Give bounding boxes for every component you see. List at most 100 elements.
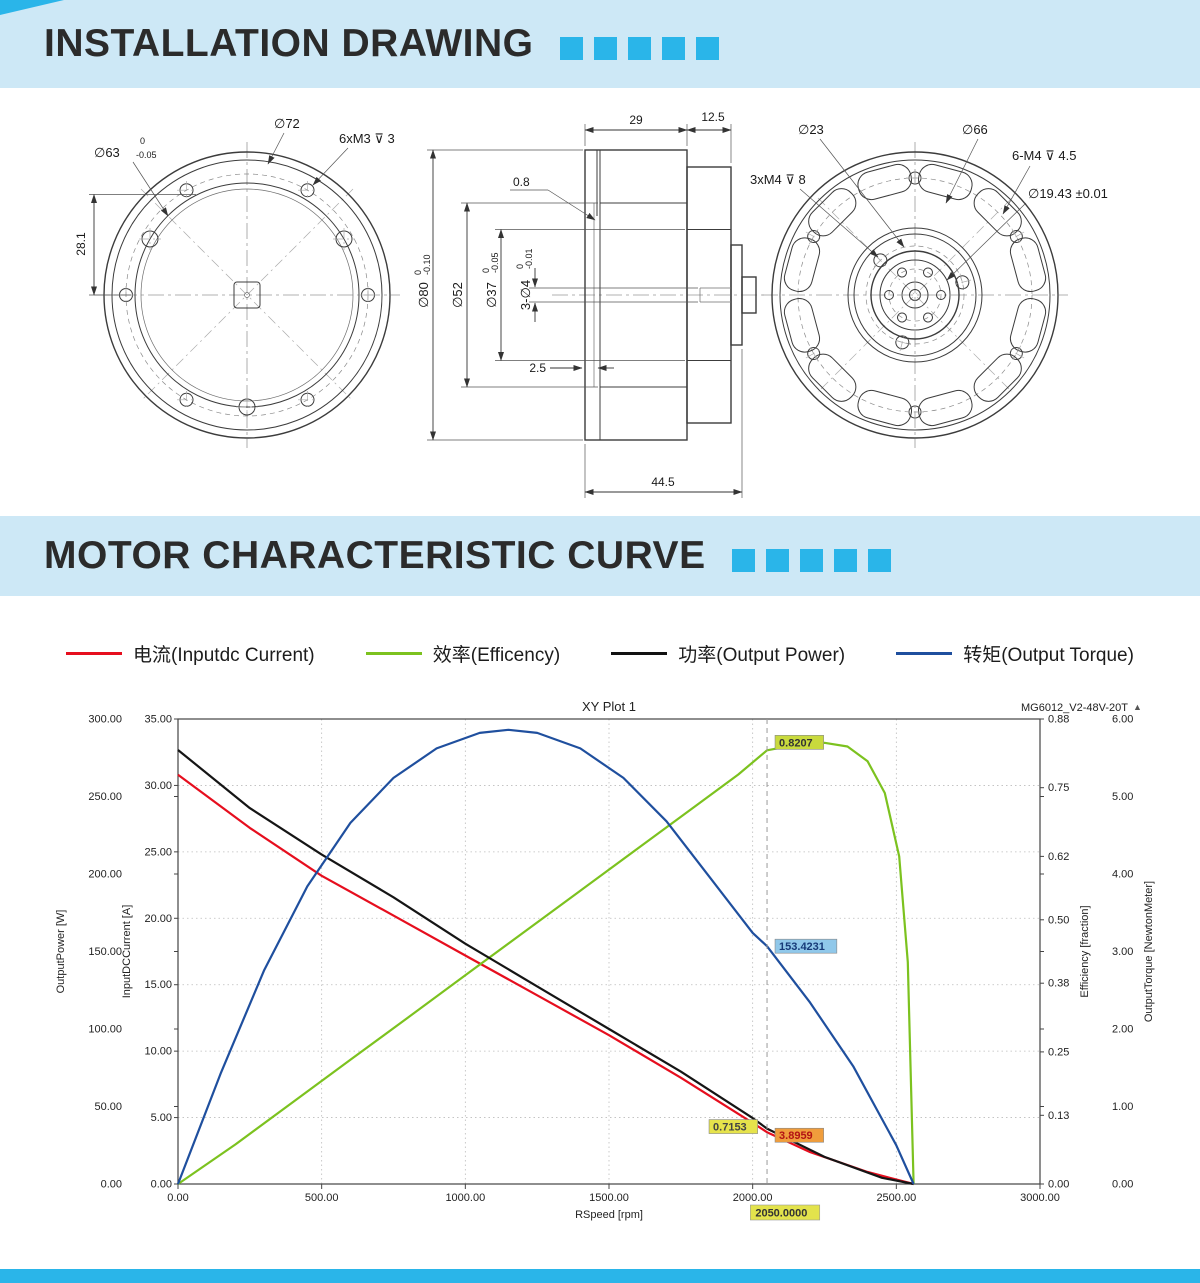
series-3 [176,728,915,1185]
chart-title: XY Plot 1 [582,699,636,714]
legend-line-2 [611,652,668,655]
legend-label: 效率(Efficency) [432,645,561,666]
dim-0-8: 0.8 [513,175,530,189]
warning-icon: ▲ [1133,702,1142,712]
torque-tick-label: 4.00 [1112,869,1133,881]
title-square [799,548,823,572]
dim-d63-tol-bot: -0.05 [136,150,157,160]
power-tick-label: 150.00 [88,946,122,958]
torque-tick-label: 0.00 [1112,1179,1133,1191]
readout-box [708,1119,758,1134]
rear-screw-holes [805,169,1025,421]
dim-28-1: 28.1 [74,232,88,256]
rear-cutouts [783,163,1047,427]
efficiency-tick-label: 0.25 [1048,1046,1069,1058]
series-1 [177,741,915,1185]
power-tick-label: 100.00 [88,1024,122,1036]
current-axis-title: InputDCCurrent [A] [121,905,133,999]
title-square [593,36,617,60]
installation-title: INSTALLATION DRAWING [44,22,534,65]
dim-d80: ∅80 [416,282,431,308]
x-tick-label: 1000.00 [445,1192,485,1204]
x-tick-label: 1500.00 [589,1192,629,1204]
bottom-accent-bar [0,1269,1200,1283]
readout-value: 3.8959 [779,1130,813,1142]
side-dimensions: 29 12.5 44.5 ∅80 0 -0.10 ∅52 [413,110,743,498]
power-tick-label: 200.00 [88,869,122,881]
title-square [695,36,719,60]
dim-d63: ∅63 [94,145,120,160]
torque-tick-label: 3.00 [1112,946,1133,958]
power-tick-label: 0.00 [101,1179,122,1191]
current-tick-label: 15.00 [144,979,172,991]
corner-accent [0,0,64,15]
legend-label: 功率(Output Power) [678,645,846,666]
legend-item: 转矩(Output Torque) [896,640,1134,667]
legend-line-3 [896,652,953,655]
title-square [627,36,651,60]
side-outline [584,149,757,441]
installation-banner: INSTALLATION DRAWING [0,0,1200,88]
title-square [833,548,857,572]
title-square [559,36,583,60]
front-screw-holes [117,181,377,418]
efficiency-tick-label: 0.75 [1048,782,1069,794]
power-tick-label: 250.00 [88,791,122,803]
front-dimensions: 28.1 ∅63 0 -0.05 ∅72 6xM3 ⊽ 3 [74,116,395,296]
dim-6m4: 6-M4 ⊽ 4.5 [1012,148,1076,163]
chart-legend: 电流(Inputdc Current) 效率(Efficency) 功率(Outpu… [0,640,1200,667]
curve-title: MOTOR CHARACTERISTIC CURVE [44,534,706,577]
cursor-x-value: 2050.0000 [755,1208,807,1220]
x-axis-title: RSpeed [rpm] [575,1209,643,1221]
efficiency-tick-label: 0.50 [1048,914,1069,926]
torque-tick-label: 2.00 [1112,1024,1133,1036]
dim-d37-tol-bot: -0.05 [490,252,500,273]
torque-tick-label: 1.00 [1112,1101,1133,1113]
legend-line-0 [66,652,122,655]
xy-plot-chart: 0.00 500.00 1000.00 1500.00 2000.00 2500.00 30… [55,699,1155,1221]
current-tick-label: 35.00 [144,714,172,726]
rear-dimensions: ∅23 ∅66 6-M4 ⊽ 4.5 ∅19.43 ±0.01 3xM4 ⊽ 8 [750,122,1108,281]
title-squares [731,548,891,572]
title-squares [559,36,719,60]
readout-box [774,938,838,954]
x-tick-label: 500.00 [305,1192,339,1204]
x-tick-label: 0.00 [167,1192,188,1204]
dim-d63-tol-top: 0 [140,136,145,146]
title-square [661,36,685,60]
efficiency-tick-label: 0.38 [1048,978,1069,990]
dim-d1943: ∅19.43 ±0.01 [1028,186,1108,201]
legend-line-1 [365,652,422,655]
current-tick-label: 20.00 [144,913,172,925]
dim-d80-tol-top: 0 [413,270,423,275]
side-view-drawing: 29 12.5 44.5 ∅80 0 -0.10 ∅52 [413,110,766,498]
curve-banner: MOTOR CHARACTERISTIC CURVE [0,516,1200,596]
current-tick-label: 10.00 [144,1046,172,1058]
dim-d23: ∅23 [798,122,824,137]
dim-d66: ∅66 [962,122,988,137]
efficiency-tick-label: 0.13 [1048,1110,1069,1122]
readout-value: 0.8207 [779,737,813,749]
dim-d37-tol-top: 0 [481,268,491,273]
current-tick-label: 25.00 [144,846,172,858]
current-tick-label: 5.00 [151,1112,172,1124]
readout-box [774,735,824,750]
dim-6xm3: 6xM3 ⊽ 3 [339,131,395,146]
readout-value: 153.4231 [779,941,825,953]
dim-d52: ∅52 [450,282,465,308]
current-tick-label: 30.00 [144,780,172,792]
efficiency-axis-title: Efficiency [fraction] [1079,905,1091,997]
torque-axis-title: OutputTorque [NewtonMeter] [1143,881,1155,1022]
dim-12-5: 12.5 [701,110,725,124]
rear-outline [771,151,1059,439]
rear-centerlines [762,142,1068,448]
power-tick-label: 50.00 [94,1101,122,1113]
efficiency-tick-label: 0.00 [1048,1179,1069,1191]
dim-2-5: 2.5 [529,361,546,375]
x-tick-label: 2500.00 [876,1192,916,1204]
x-tick-label: 3000.00 [1020,1192,1060,1204]
efficiency-tick-label: 0.88 [1048,714,1069,726]
series-2 [177,749,914,1186]
efficiency-tick-label: 0.62 [1048,851,1069,863]
title-square [765,548,789,572]
